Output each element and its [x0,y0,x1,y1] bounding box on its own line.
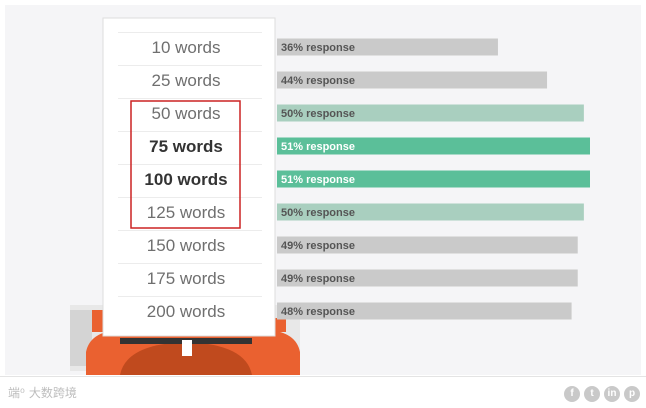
footer-divider [0,376,646,377]
bar [277,38,498,56]
category-label: 25 words [152,71,221,90]
typewriter-typebars [120,342,252,375]
twitter-icon[interactable]: t [584,386,600,402]
facebook-icon[interactable]: f [564,386,580,402]
paper-rules [118,32,262,297]
category-label: 125 words [147,203,225,222]
category-label: 200 words [147,302,225,321]
linkedin-icon[interactable]: in [604,386,620,402]
social-icons: f t in p [564,386,640,402]
bar-label: 50% response [281,108,355,120]
category-label: 75 words [149,137,223,156]
bars: 36% response 44% response 50% response 51% … [277,38,590,320]
bar [277,302,572,320]
typewriter-lever [92,310,104,332]
logo-text: 大数跨境 [28,386,77,400]
category-labels: 10 words 25 words 50 words 75 words 100 word… [144,38,227,321]
bar [277,137,590,155]
bar [277,170,590,188]
bar [277,203,584,221]
category-label: 150 words [147,236,225,255]
category-label: 10 words [152,38,221,57]
bar-label: 50% response [281,207,355,219]
bar [277,269,578,287]
logo: 端⁰ 大数跨境 [8,384,77,401]
category-label: 50 words [152,104,221,123]
highlight-box [130,100,241,229]
category-label: 175 words [147,269,225,288]
bar [277,236,578,254]
bar-label: 51% response [281,174,355,186]
bar-label: 36% response [281,42,355,54]
bar [277,71,548,89]
bar [277,104,584,122]
logo-mark: 端⁰ [8,386,25,400]
category-label: 100 words [144,170,227,189]
bar-label: 48% response [281,306,355,318]
bar-label: 44% response [281,75,355,87]
bar-label: 51% response [281,141,355,153]
bar-label: 49% response [281,273,355,285]
pinterest-icon[interactable]: p [624,386,640,402]
typewriter-guide [182,340,192,356]
bar-label: 49% response [281,240,355,252]
